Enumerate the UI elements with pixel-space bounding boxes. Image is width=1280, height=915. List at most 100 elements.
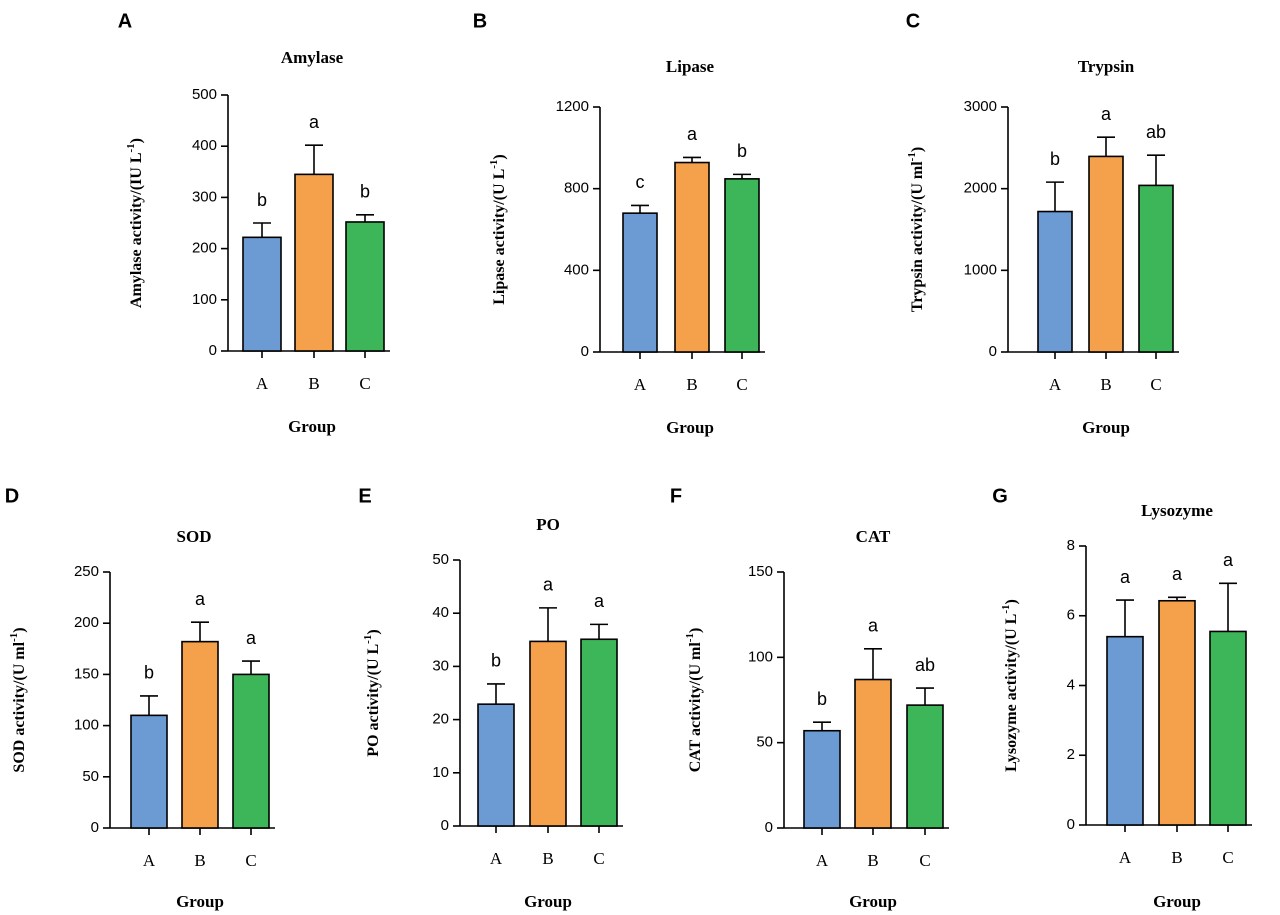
panel-letter: A xyxy=(118,10,132,32)
bar-a xyxy=(1037,210,1073,353)
bar-b xyxy=(854,678,892,829)
panel-letter: G xyxy=(992,485,1008,507)
bar-a xyxy=(622,212,658,353)
chart-title: Lysozyme xyxy=(1141,501,1213,520)
y-tick-label: 3000 xyxy=(964,98,997,115)
significance-label: a xyxy=(594,591,605,611)
significance-label: a xyxy=(868,616,879,636)
bar-c xyxy=(345,221,385,352)
significance-label: b xyxy=(257,190,267,210)
chart-title: SOD xyxy=(177,527,212,546)
bar-b xyxy=(529,640,567,827)
bar-a xyxy=(803,729,841,829)
y-tick-label: 2 xyxy=(1067,746,1075,763)
bar-b xyxy=(674,161,710,353)
y-tick-label: 30 xyxy=(432,657,449,674)
chart-title: Lipase xyxy=(666,57,715,76)
significance-label: b xyxy=(491,651,501,671)
y-tick-label: 50 xyxy=(756,734,773,751)
chart-c: C Trypsin Trypsin activity/(U ml-1) 0 1000 20… xyxy=(906,10,1179,437)
bar-b xyxy=(181,640,219,829)
significance-label: a xyxy=(309,112,320,132)
chart-a: A Amylase Amylase activity/(IU L-1) 0 100 200… xyxy=(118,10,390,436)
panel-letter: B xyxy=(473,10,487,32)
significance-label: a xyxy=(687,124,698,144)
x-axis-label: Group xyxy=(288,417,336,436)
chart-g: G Lysozyme Lysozyme activity/(U L-1) 0 2 4 6 8 a… xyxy=(992,485,1252,911)
y-tick-label: 0 xyxy=(91,819,99,836)
y-axis-label: Amylase activity/(IU L-1) xyxy=(125,138,145,308)
chart-f: F CAT CAT activity/(U ml-1) 0 50 100 150 b Aa Bab… xyxy=(670,485,949,911)
x-axis-label: Group xyxy=(524,892,572,911)
y-tick-label: 10 xyxy=(432,764,449,781)
x-tick-label: B xyxy=(194,851,205,870)
bar-a xyxy=(130,714,168,829)
x-axis-label: Group xyxy=(176,892,224,911)
y-tick-label: 8 xyxy=(1067,537,1075,554)
chart-title: Amylase xyxy=(281,48,344,67)
y-tick-label: 300 xyxy=(192,188,217,205)
x-tick-label: C xyxy=(919,851,930,870)
chart-b: B Lipase Lipase activity/(U L-1) 0 400 800 120… xyxy=(473,10,765,437)
y-tick-label: 0 xyxy=(441,817,449,834)
y-tick-label: 800 xyxy=(564,180,589,197)
bar-a xyxy=(242,236,282,352)
x-tick-label: B xyxy=(308,374,319,393)
y-axis-label: PO activity/(U L-1) xyxy=(362,629,382,756)
y-tick-label: 50 xyxy=(82,768,99,785)
x-tick-label: C xyxy=(593,849,604,868)
x-tick-label: C xyxy=(1222,848,1233,867)
y-tick-label: 0 xyxy=(765,819,773,836)
bar-c xyxy=(906,704,944,829)
y-tick-label: 0 xyxy=(1067,816,1075,833)
bar-c xyxy=(580,638,618,827)
x-axis-label: Group xyxy=(1153,892,1201,911)
significance-label: a xyxy=(1223,550,1234,570)
significance-label: a xyxy=(1120,567,1131,587)
bar-b xyxy=(294,173,334,352)
y-tick-label: 150 xyxy=(748,563,773,580)
x-tick-label: B xyxy=(686,375,697,394)
y-tick-label: 0 xyxy=(581,343,589,360)
y-tick-label: 1200 xyxy=(556,98,589,115)
y-tick-label: 4 xyxy=(1067,676,1075,693)
y-tick-label: 200 xyxy=(192,240,217,257)
chart-e: E PO PO activity/(U L-1) 0 10 20 30 40 50 b Aa Ba C G… xyxy=(358,485,623,911)
x-tick-label: C xyxy=(1150,375,1161,394)
y-axis-label: Trypsin activity/(U ml-1) xyxy=(906,147,926,312)
significance-label: c xyxy=(636,172,645,192)
significance-label: a xyxy=(543,575,554,595)
x-tick-label: A xyxy=(1049,375,1062,394)
y-tick-label: 40 xyxy=(432,604,449,621)
y-tick-label: 400 xyxy=(192,137,217,154)
y-tick-label: 100 xyxy=(192,291,217,308)
significance-label: b xyxy=(737,141,747,161)
panel-letter: F xyxy=(670,485,682,507)
y-tick-label: 200 xyxy=(74,614,99,631)
y-tick-label: 2000 xyxy=(964,180,997,197)
significance-label: b xyxy=(1050,149,1060,169)
significance-label: a xyxy=(1101,104,1112,124)
x-axis-label: Group xyxy=(1082,418,1130,437)
x-tick-label: A xyxy=(256,374,269,393)
x-tick-label: C xyxy=(245,851,256,870)
x-tick-label: A xyxy=(1119,848,1132,867)
y-tick-label: 150 xyxy=(74,665,99,682)
bar-c xyxy=(1138,184,1174,353)
y-axis-label: SOD activity/(U ml-1) xyxy=(8,627,28,772)
x-tick-label: A xyxy=(816,851,829,870)
y-tick-label: 50 xyxy=(432,551,449,568)
x-axis-label: Group xyxy=(849,892,897,911)
x-tick-label: B xyxy=(542,849,553,868)
x-tick-label: A xyxy=(143,851,156,870)
panel-letter: D xyxy=(5,485,19,507)
chart-title: CAT xyxy=(856,527,891,546)
significance-label: ab xyxy=(915,655,935,675)
y-axis-label: Lipase activity/(U L-1) xyxy=(488,154,508,305)
chart-d: D SOD SOD activity/(U ml-1) 0 50 100 150 200 250… xyxy=(5,485,275,911)
x-tick-label: A xyxy=(634,375,647,394)
bar-c xyxy=(232,673,270,829)
y-tick-label: 1000 xyxy=(964,261,997,278)
bar-a xyxy=(1106,635,1144,826)
y-tick-label: 100 xyxy=(748,648,773,665)
